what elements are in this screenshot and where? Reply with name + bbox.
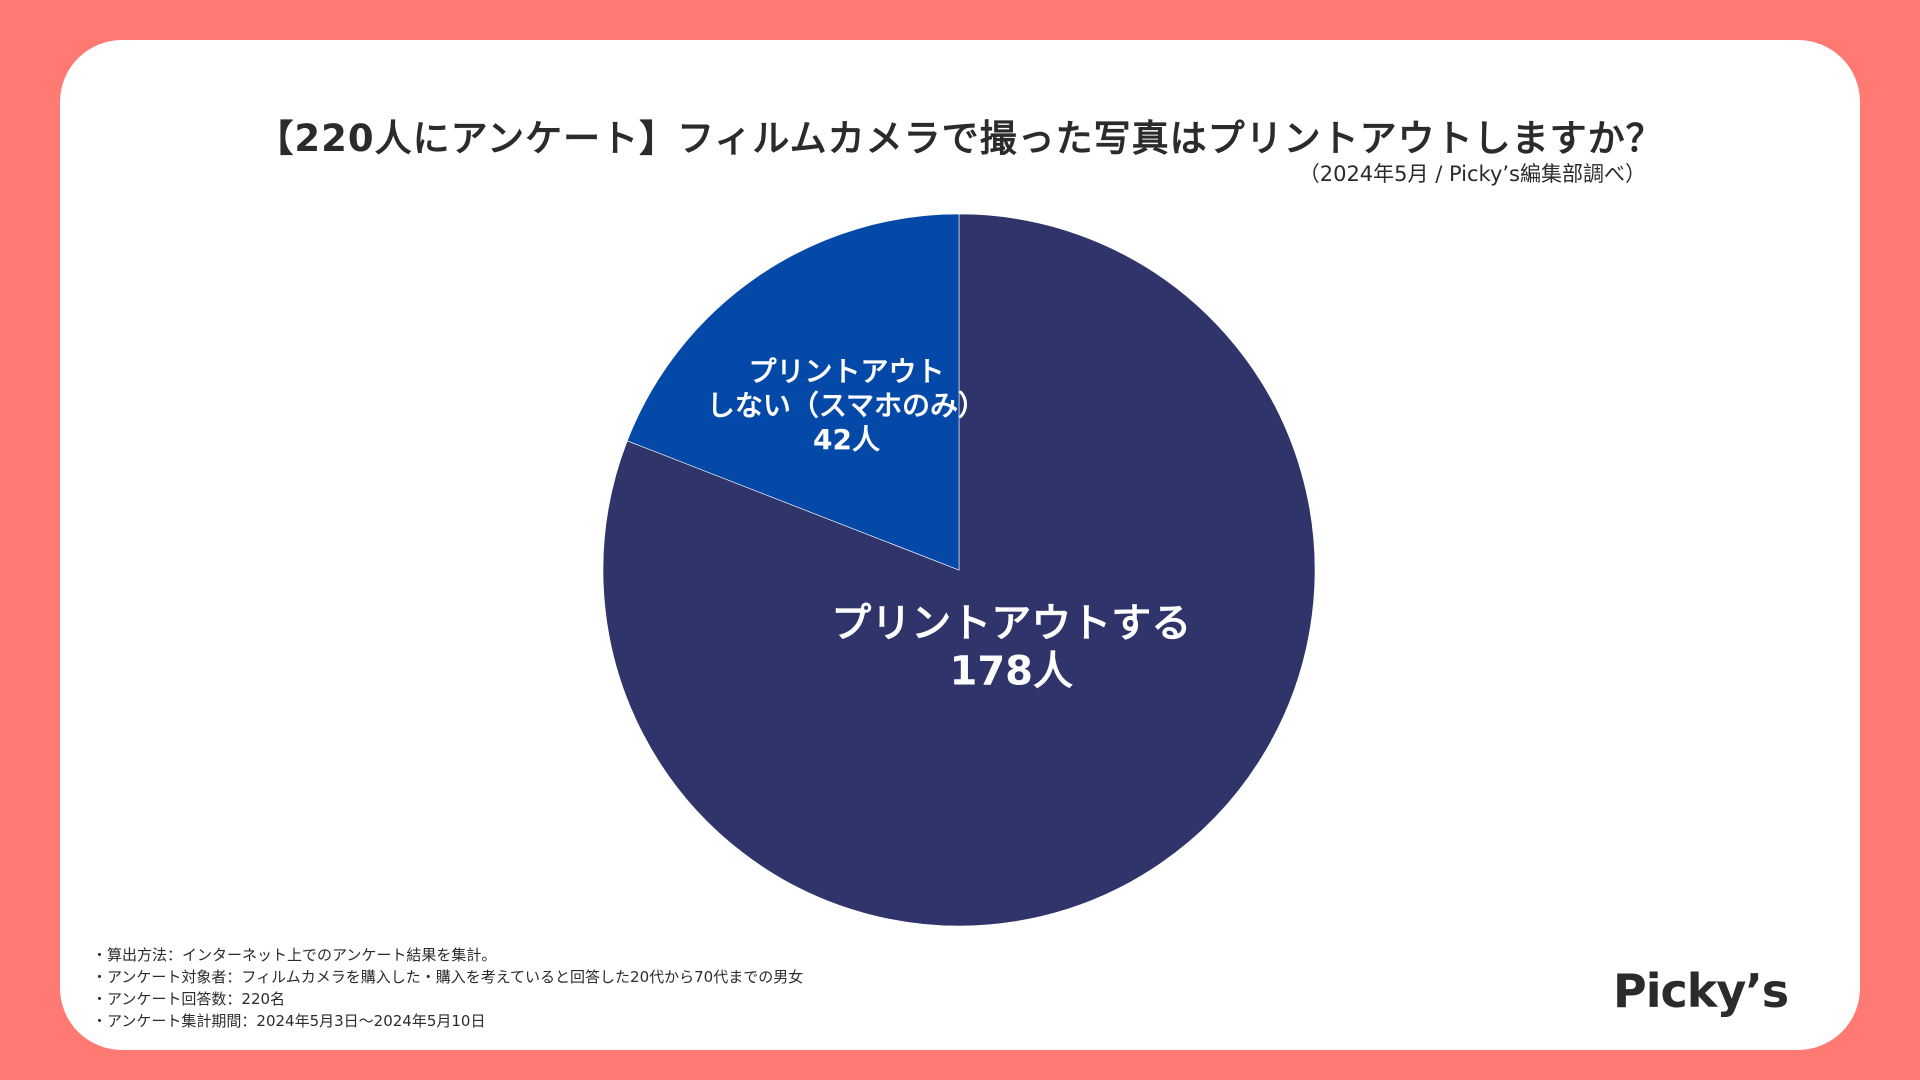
survey-notes: ・算出方法：インターネット上でのアンケート結果を集計。 ・アンケート対象者：フィ… [92, 944, 803, 1032]
pie-chart: プリントアウトする 178人 プリントアウトしない（スマホのみ） 42人 [602, 213, 1316, 927]
chart-subtitle: （2024年5月 / Picky’s編集部調べ） [1298, 162, 1646, 186]
pie-slice-label-0: プリントアウトする 178人 [831, 600, 1191, 694]
pie-slice-label-1: プリントアウトしない（スマホのみ） 42人 [707, 355, 986, 456]
note-target: ・アンケート対象者：フィルムカメラを購入した・購入を考えていると回答した20代か… [92, 968, 804, 986]
brand-logo: Picky’s [1613, 964, 1789, 1018]
pie-slice-1 [626, 213, 960, 571]
note-count: ・アンケート回答数：220名 [92, 990, 286, 1008]
chart-title: 【220人にアンケート】フィルムカメラで撮った写真はプリントアウトしますか？ [256, 117, 1664, 160]
chart-card: 【220人にアンケート】フィルムカメラで撮った写真はプリントアウトしますか？ （… [60, 40, 1860, 1050]
slice-category-label: しない（スマホのみ） [707, 389, 986, 422]
slice-value-label: 178人 [949, 648, 1073, 694]
slice-category-label: プリントアウトする [831, 600, 1191, 646]
note-period: ・アンケート集計期間：2024年5月3日〜2024年5月10日 [92, 1012, 486, 1030]
slice-value-label: 42人 [813, 423, 880, 456]
note-method: ・算出方法：インターネット上でのアンケート結果を集計。 [92, 946, 497, 964]
slice-category-label: プリントアウト [748, 355, 944, 388]
